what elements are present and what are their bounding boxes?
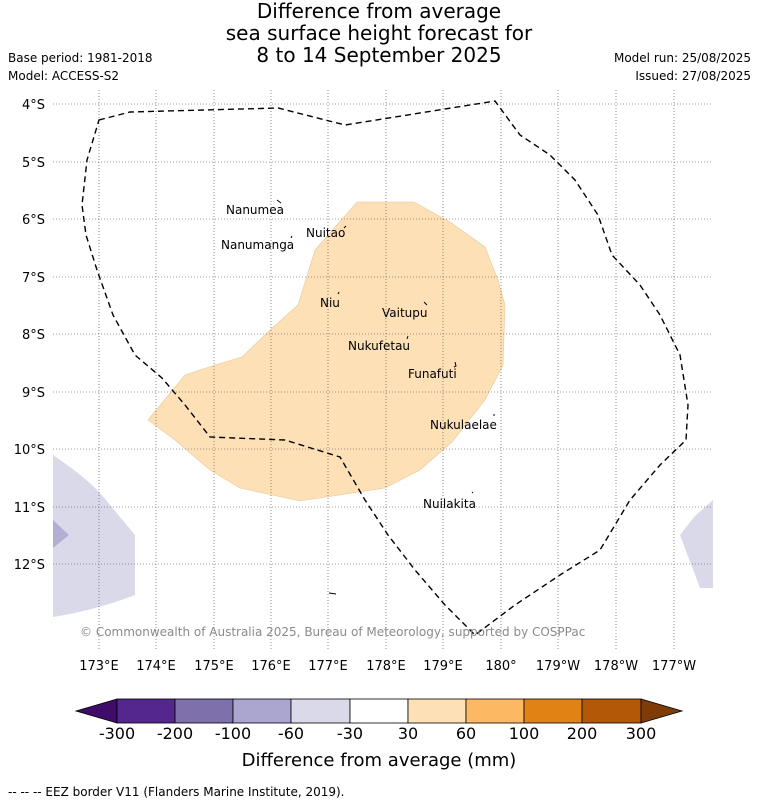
lon-label-176e: 176°E — [251, 659, 291, 674]
lon-label-179e: 179°E — [423, 659, 463, 674]
negative-anomaly-west-core — [53, 520, 69, 548]
island-label-nuitao: Nuitao — [306, 226, 345, 240]
gridlines — [53, 90, 713, 650]
title-line-3: 8 to 14 September 2025 — [256, 43, 502, 67]
lat-label-11s: 11°S — [14, 501, 45, 516]
colorbar-bin-3 — [232, 698, 292, 724]
model-name: Model: ACCESS-S2 — [8, 69, 120, 83]
island-label-vaitupu: Vaitupu — [382, 306, 428, 320]
title-line-1: Difference from average — [256, 0, 502, 23]
longitude-labels: 173°E 174°E 175°E 176°E 177°E 178°E 179°… — [79, 659, 696, 674]
copyright-text: © Commonwealth of Australia 2025, Bureau… — [80, 625, 585, 639]
colorbar-bin-5 — [349, 698, 409, 724]
island-shape-nukufetau — [406, 335, 409, 340]
title-line-2: sea surface height forecast for — [225, 21, 533, 45]
colorbar-tick: -60 — [277, 724, 305, 743]
lon-label-177e: 177°E — [308, 659, 348, 674]
colorbar-bin-9 — [581, 698, 642, 724]
meta-right: Model run: 25/08/2025 Issued: 27/08/2025 — [614, 49, 751, 85]
island-shape-nanumea — [276, 199, 282, 204]
lon-label-180: 180° — [485, 659, 516, 674]
island-shape-nanumanga — [290, 235, 293, 239]
island-shape-south — [328, 592, 337, 595]
island-label-nanumea: Nanumea — [226, 203, 284, 217]
lat-label-9s: 9°S — [22, 386, 45, 401]
lon-label-173e: 173°E — [79, 659, 119, 674]
issued-date: Issued: 27/08/2025 — [635, 69, 751, 83]
latitude-labels: 4°S 5°S 6°S 7°S 8°S 9°S 10°S 11°S 12°S — [14, 98, 45, 573]
island-shape-nuilakita — [471, 491, 474, 494]
colorbar-tick: 300 — [625, 724, 657, 743]
island-shapes — [276, 199, 495, 595]
colorbar-tick: 30 — [397, 724, 419, 743]
island-shape-niu — [337, 291, 340, 295]
colorbar-tick: 60 — [455, 724, 477, 743]
colorbar-tick: -300 — [98, 724, 136, 743]
colorbar-tick: -200 — [156, 724, 194, 743]
eez-footnote: -- -- -- EEZ border V11 (Flanders Marine… — [8, 785, 345, 799]
island-label-nanumanga: Nanumanga — [221, 238, 294, 252]
island-label-niu: Niu — [320, 296, 340, 310]
island-label-nukufetau: Nukufetau — [348, 339, 410, 353]
lon-label-175e: 175°E — [194, 659, 234, 674]
island-label-funafuti: Funafuti — [408, 367, 457, 381]
colorbar-tick: 200 — [566, 724, 598, 743]
lat-label-10s: 10°S — [14, 443, 45, 458]
colorbar-bin-1 — [116, 698, 176, 724]
colorbar-extend-high — [640, 698, 684, 724]
lon-label-174e: 174°E — [136, 659, 176, 674]
island-shape-nuitao — [343, 225, 347, 229]
lon-label-179w: 179°W — [536, 659, 580, 674]
colorbar-extend-low — [74, 698, 118, 724]
lon-label-178w: 178°W — [594, 659, 638, 674]
island-shape-vaitupu — [423, 301, 428, 306]
lat-label-7s: 7°S — [22, 271, 45, 286]
meta-left: Base period: 1981-2018 Model: ACCESS-S2 — [8, 49, 153, 85]
colorbar-label: Difference from average (mm) — [241, 750, 517, 771]
positive-anomaly-area — [147, 201, 506, 502]
colorbar — [74, 698, 684, 724]
base-period: Base period: 1981-2018 — [8, 51, 153, 65]
colorbar-bin-7 — [465, 698, 525, 724]
colorbar-tick: -100 — [214, 724, 252, 743]
colorbar-tick: -30 — [336, 724, 364, 743]
map-title: Difference from average sea surface heig… — [0, 0, 758, 66]
model-run: Model run: 25/08/2025 — [613, 51, 751, 65]
colorbar-bin-2 — [174, 698, 234, 724]
colorbar-tick: 100 — [508, 724, 540, 743]
island-label-nuilakita: Nuilakita — [423, 497, 476, 511]
colorbar-bin-6 — [407, 698, 467, 724]
lon-label-177w: 177°W — [652, 659, 696, 674]
lat-label-4s: 4°S — [22, 98, 45, 113]
island-labels: Nanumea Nuitao Nanumanga Niu Vaitupu Nuk… — [221, 203, 497, 511]
lat-label-5s: 5°S — [22, 156, 45, 171]
eez-border — [81, 100, 689, 636]
island-shape-funafuti — [453, 361, 457, 368]
colorbar-bin-4 — [290, 698, 351, 724]
lon-label-178e: 178°E — [366, 659, 406, 674]
lat-label-8s: 8°S — [22, 328, 45, 343]
lat-label-12s: 12°S — [14, 558, 45, 573]
lat-label-6s: 6°S — [22, 213, 45, 228]
negative-anomaly-east — [680, 500, 713, 588]
colorbar-bin-8 — [523, 698, 583, 724]
island-label-nukulaelae: Nukulaelae — [430, 418, 497, 432]
negative-anomaly-west — [53, 455, 135, 617]
